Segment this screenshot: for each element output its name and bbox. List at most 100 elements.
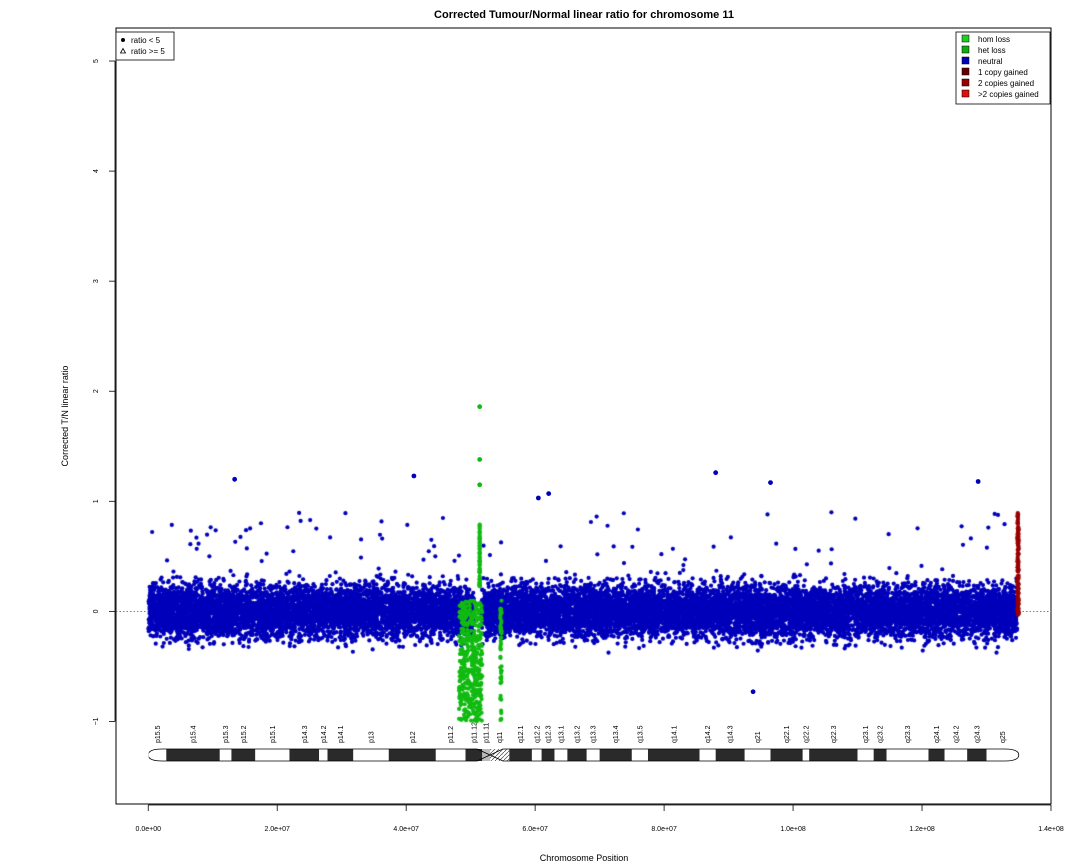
band-p15-1 — [255, 749, 290, 761]
band-label: p15.5 — [155, 725, 162, 743]
band-p11-2 — [435, 749, 466, 761]
chart-title: Corrected Tumour/Normal linear ratio for… — [434, 9, 734, 21]
y-tick-label: 4 — [93, 169, 100, 173]
band-label: p13 — [369, 731, 376, 743]
x-tick-label: 1.4e+08 — [1038, 826, 1064, 833]
band-q22-1 — [770, 749, 803, 761]
band-p11-12 — [465, 749, 483, 761]
band-label: q12.3 — [546, 725, 553, 743]
band-label: p15.2 — [241, 725, 248, 743]
notable-point — [713, 470, 719, 476]
band-q14-3 — [715, 749, 745, 761]
notable-point — [768, 480, 773, 485]
notable-point — [477, 457, 483, 462]
x-tick-label: 0.0e+00 — [135, 826, 161, 833]
band-q24-1 — [928, 749, 945, 761]
x-axis: 0.0e+00 2.0e+07 4.0e+07 6.0e+07 8.0e+07 1.0e+… — [135, 804, 1064, 833]
one-copy-gained-swatch — [961, 67, 970, 76]
color-legend-label: neutral — [978, 57, 1003, 66]
band-q14-2 — [699, 749, 716, 761]
x-tick-label: 4.0e+07 — [393, 826, 419, 833]
band-label: q24.2 — [953, 725, 960, 743]
band-label: q14.2 — [705, 725, 712, 743]
y-axis-label: Corrected T/N linear ratio — [60, 366, 70, 467]
band-label: p15.1 — [270, 725, 277, 743]
band-p15-2 — [231, 749, 256, 761]
shape-legend-label: ratio >= 5 — [131, 47, 165, 56]
band-p14-3 — [289, 749, 320, 761]
notable-point — [411, 473, 417, 479]
band-q23-1 — [857, 749, 874, 761]
color-legend-label: 1 copy gained — [978, 68, 1028, 77]
band-p14-1 — [327, 749, 354, 761]
band-p12 — [388, 749, 436, 761]
band-q12-2 — [531, 749, 542, 761]
band-label: q12.2 — [534, 725, 541, 743]
x-tick-label: 8.0e+07 — [651, 826, 677, 833]
y-axis: −1 0 1 2 3 4 5 — [93, 59, 116, 725]
notable-point — [546, 491, 552, 496]
band-q13-5 — [631, 749, 648, 761]
band-label: q21 — [755, 731, 762, 743]
color-legend-label: hom loss — [978, 35, 1010, 44]
band-p13 — [353, 749, 389, 761]
shape-legend: ratio < 5 ratio >= 5 — [115, 31, 175, 61]
more-copies-gained-swatch — [961, 89, 970, 98]
band-label: p11.2 — [448, 726, 455, 743]
band-label: q11 — [497, 732, 504, 743]
hom-loss-swatch — [961, 34, 970, 43]
band-q22-2 — [802, 749, 810, 761]
band-label: p11.11 — [484, 723, 491, 743]
notable-point — [535, 495, 541, 501]
band-q12-3 — [541, 749, 555, 761]
x-tick-label: 2.0e+07 — [264, 826, 290, 833]
y-tick-label: 3 — [93, 279, 100, 283]
band-label: q12.1 — [518, 725, 525, 743]
band-label: q25 — [1000, 731, 1007, 743]
notable-point — [232, 476, 238, 482]
band-p14-2 — [319, 749, 328, 761]
band-label: p11.12 — [471, 722, 478, 743]
band-p15-3 — [219, 749, 232, 761]
color-legend-label: >2 copies gained — [978, 90, 1039, 99]
band-label: p14.2 — [321, 725, 328, 743]
neutral-swatch — [961, 56, 970, 65]
notable-point — [975, 479, 981, 484]
band-p15-4 — [166, 749, 220, 761]
band-q24-2 — [944, 749, 968, 761]
x-tick-label: 6.0e+07 — [522, 826, 548, 833]
notable-points — [232, 404, 981, 695]
band-q12-1 — [509, 749, 532, 761]
x-tick-label: 1.2e+08 — [909, 826, 935, 833]
color-legend: hom loss het loss neutral 1 copy gained … — [955, 31, 1051, 105]
band-label: q22.1 — [784, 725, 791, 743]
y-tick-label: 0 — [93, 609, 100, 613]
band-label: q13.5 — [637, 725, 644, 743]
band-label: q22.3 — [831, 725, 838, 743]
band-p11-11 — [482, 749, 490, 761]
band-q25 — [986, 749, 1019, 761]
band-q24-3 — [967, 749, 987, 761]
band-q14-1 — [647, 749, 700, 761]
band-label: q24.3 — [974, 725, 981, 743]
band-label: p15.3 — [223, 725, 230, 743]
band-label: q22.2 — [803, 725, 810, 743]
band-label: q14.3 — [728, 725, 735, 743]
notable-point — [477, 482, 483, 488]
band-label: q14.1 — [671, 725, 678, 743]
plot-frame — [115, 27, 1052, 805]
x-axis-label: Chromosome Position — [540, 853, 629, 863]
band-q13-2 — [567, 749, 587, 761]
dot-symbol-icon — [121, 38, 125, 42]
band-label: p12 — [410, 731, 417, 743]
band-label: p15.4 — [191, 725, 198, 743]
color-legend-label: 2 copies gained — [978, 79, 1034, 88]
x-tick-label: 1.0e+08 — [780, 826, 806, 833]
het-loss-swatch — [961, 45, 970, 54]
band-q23-2 — [873, 749, 887, 761]
chromosome-ideogram: p15.5 p15.4 p15.3 p15.2 p15.1 p14.3 p14.2 p14.1… — [147, 722, 1020, 762]
band-label: p14.3 — [302, 725, 309, 743]
notable-point — [477, 404, 483, 410]
band-q13-1 — [554, 749, 568, 761]
